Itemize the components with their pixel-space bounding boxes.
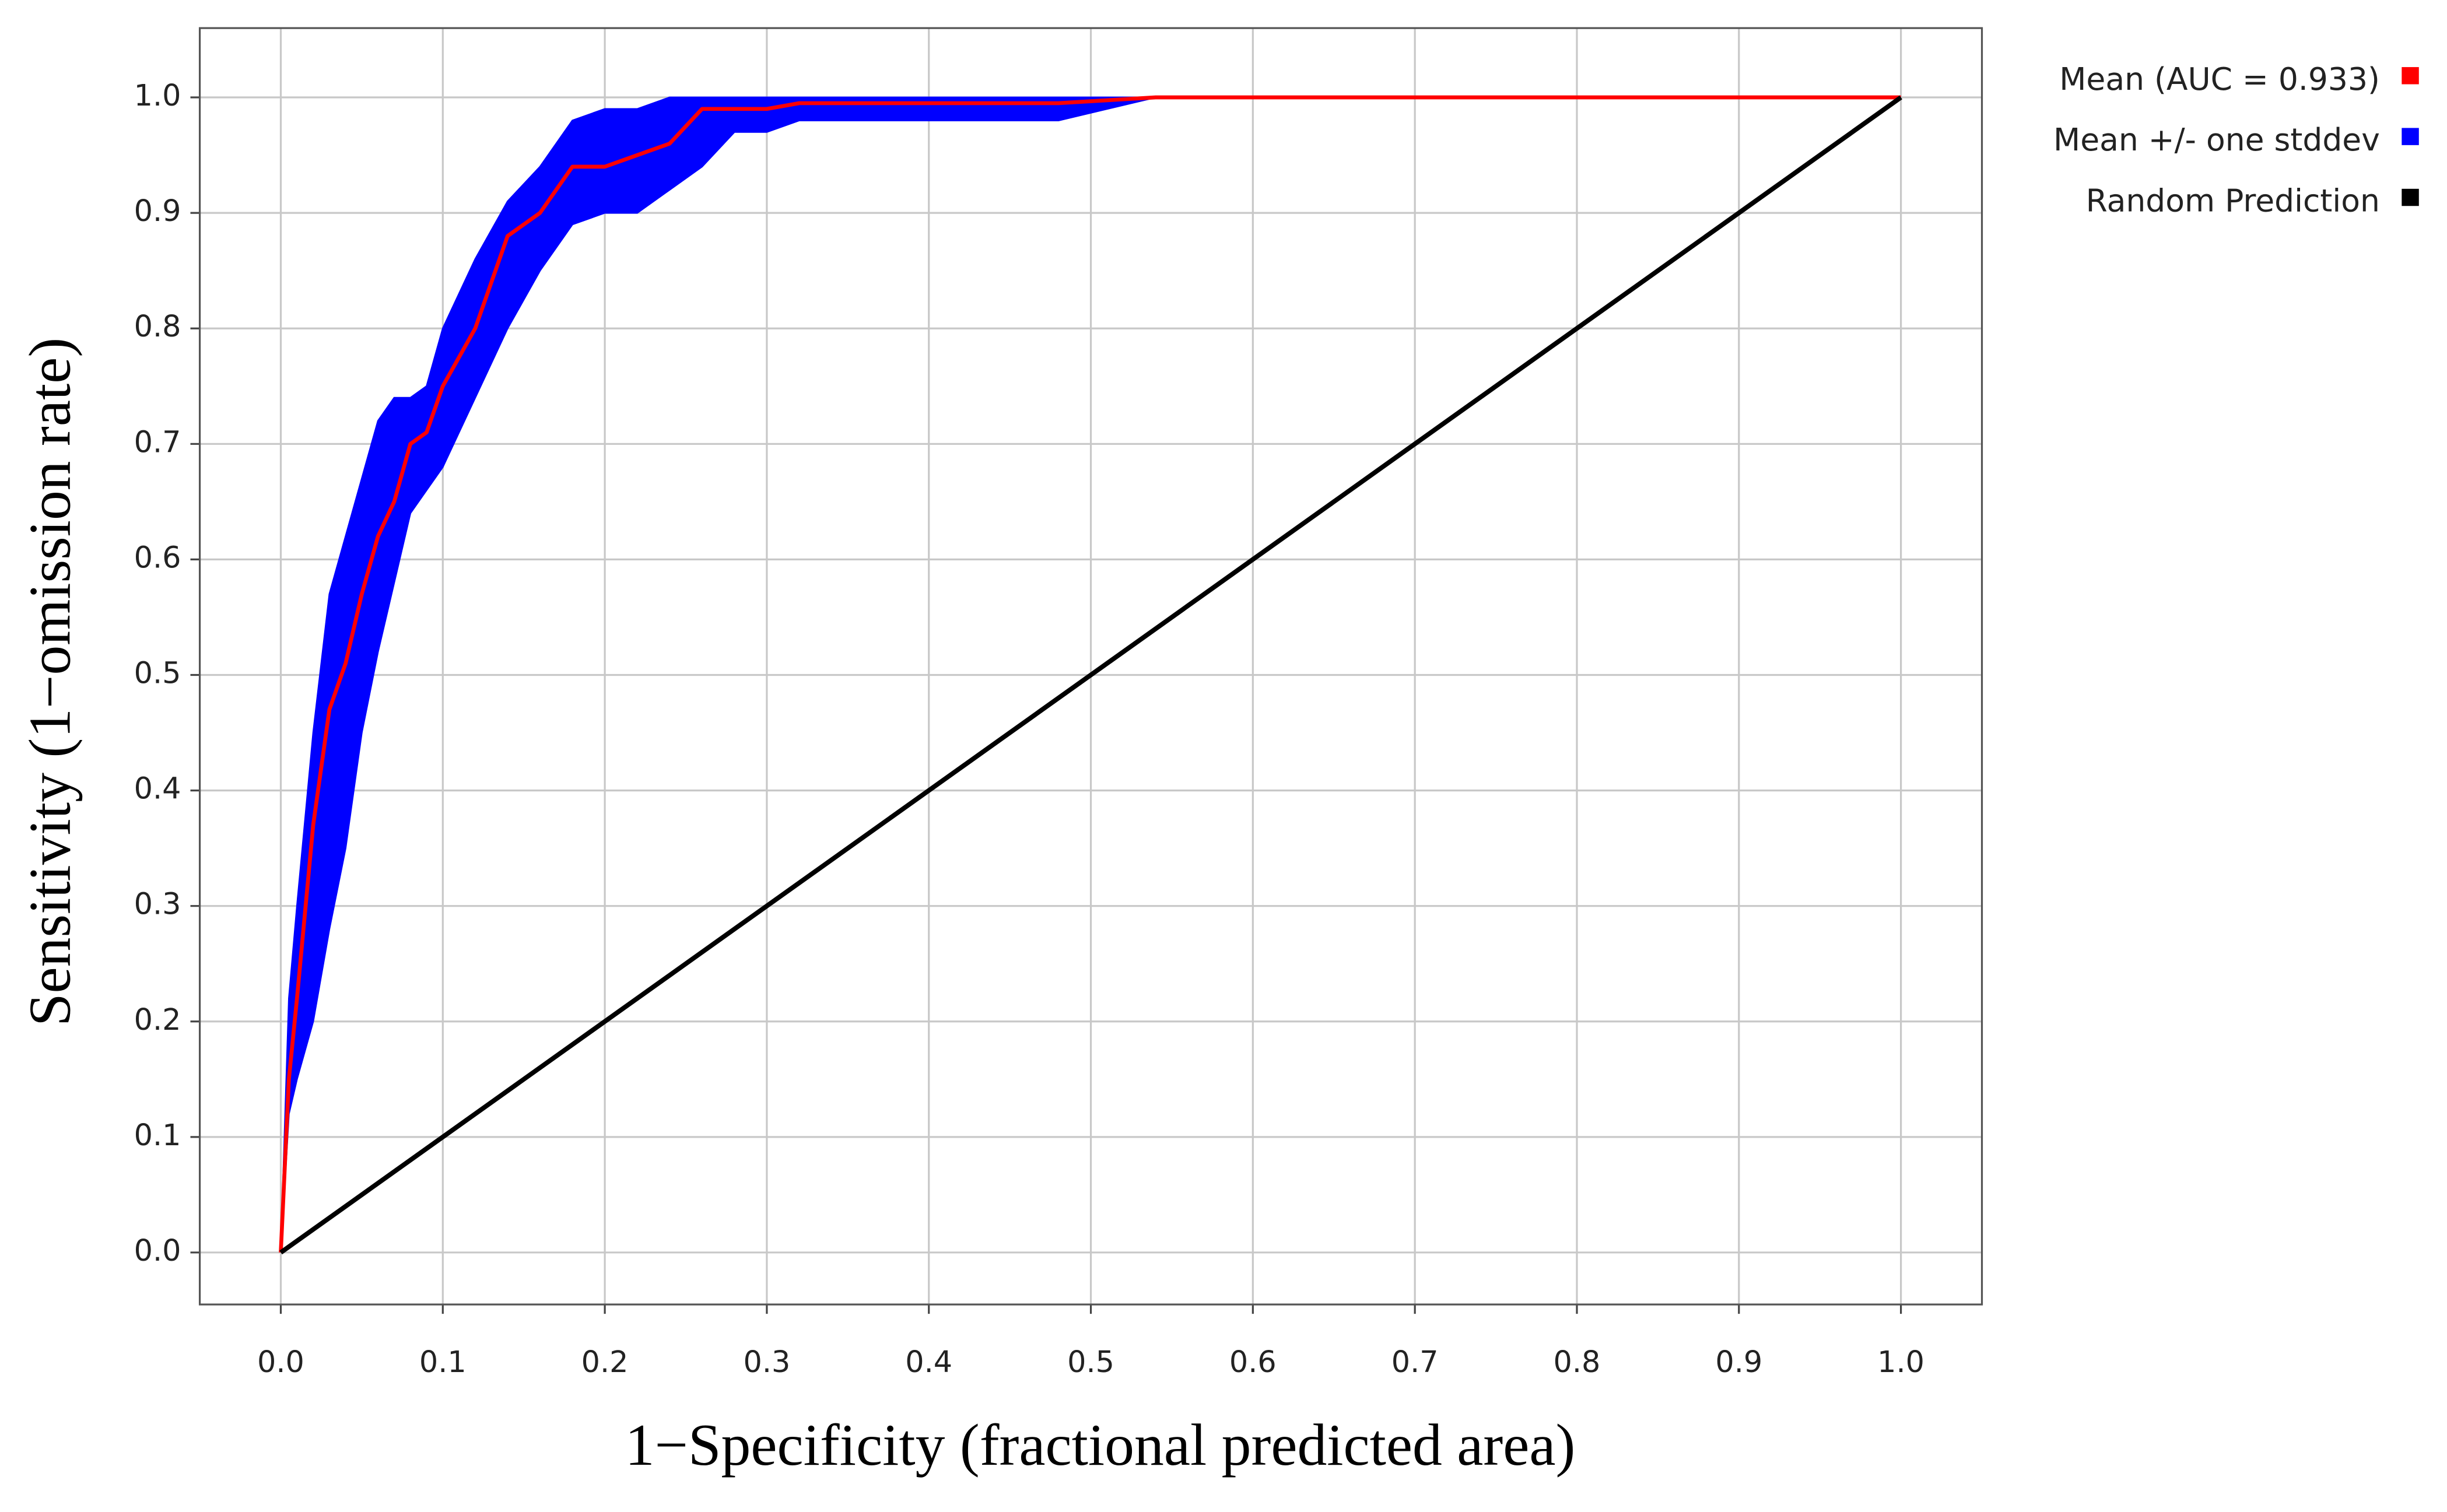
- x-tick-label: 0.8: [1554, 1345, 1601, 1379]
- stddev-band: [280, 96, 1901, 1253]
- x-tick-label: 1.0: [1877, 1345, 1924, 1379]
- x-tick-label: 0.9: [1715, 1345, 1762, 1379]
- legend-swatch: [2402, 188, 2419, 206]
- y-tick-label: 0.0: [134, 1233, 181, 1268]
- legend-swatch: [2402, 128, 2419, 145]
- x-tick-label: 0.5: [1067, 1345, 1114, 1379]
- x-tick-label: 0.7: [1391, 1345, 1439, 1379]
- x-tick-label: 0.3: [743, 1345, 790, 1379]
- y-axis-title: Sensitivity (1−omission rate): [17, 338, 83, 1026]
- y-tick-label: 0.5: [134, 655, 181, 690]
- y-tick-label: 0.7: [134, 425, 181, 459]
- x-axis-title: 1−Specificity (fractional predicted area…: [625, 1412, 1576, 1478]
- x-tick-label: 0.4: [905, 1345, 952, 1379]
- y-tick-label: 0.4: [134, 771, 181, 806]
- y-tick-label: 0.8: [134, 309, 181, 343]
- y-tick-label: 0.6: [134, 540, 181, 574]
- x-tick-label: 0.6: [1229, 1345, 1277, 1379]
- y-tick-label: 1.0: [134, 78, 181, 113]
- y-tick-label: 0.9: [134, 194, 181, 228]
- x-tick-label: 0.1: [419, 1345, 467, 1379]
- plot-frame: [198, 27, 1983, 1306]
- legend-label: Mean +/- one stddev: [2053, 121, 2380, 158]
- x-tick-label: 0.2: [581, 1345, 629, 1379]
- y-tick-label: 0.1: [134, 1118, 181, 1152]
- y-tick-label: 0.3: [134, 887, 181, 921]
- x-tick-label: 0.0: [257, 1345, 304, 1379]
- series-line: [279, 95, 1902, 1255]
- legend-label: Mean (AUC = 0.933): [2059, 61, 2380, 97]
- series-line: [279, 95, 1901, 1253]
- y-tick-label: 0.2: [134, 1002, 181, 1037]
- legend-swatch: [2402, 67, 2419, 85]
- legend-label: Random Prediction: [2086, 183, 2380, 219]
